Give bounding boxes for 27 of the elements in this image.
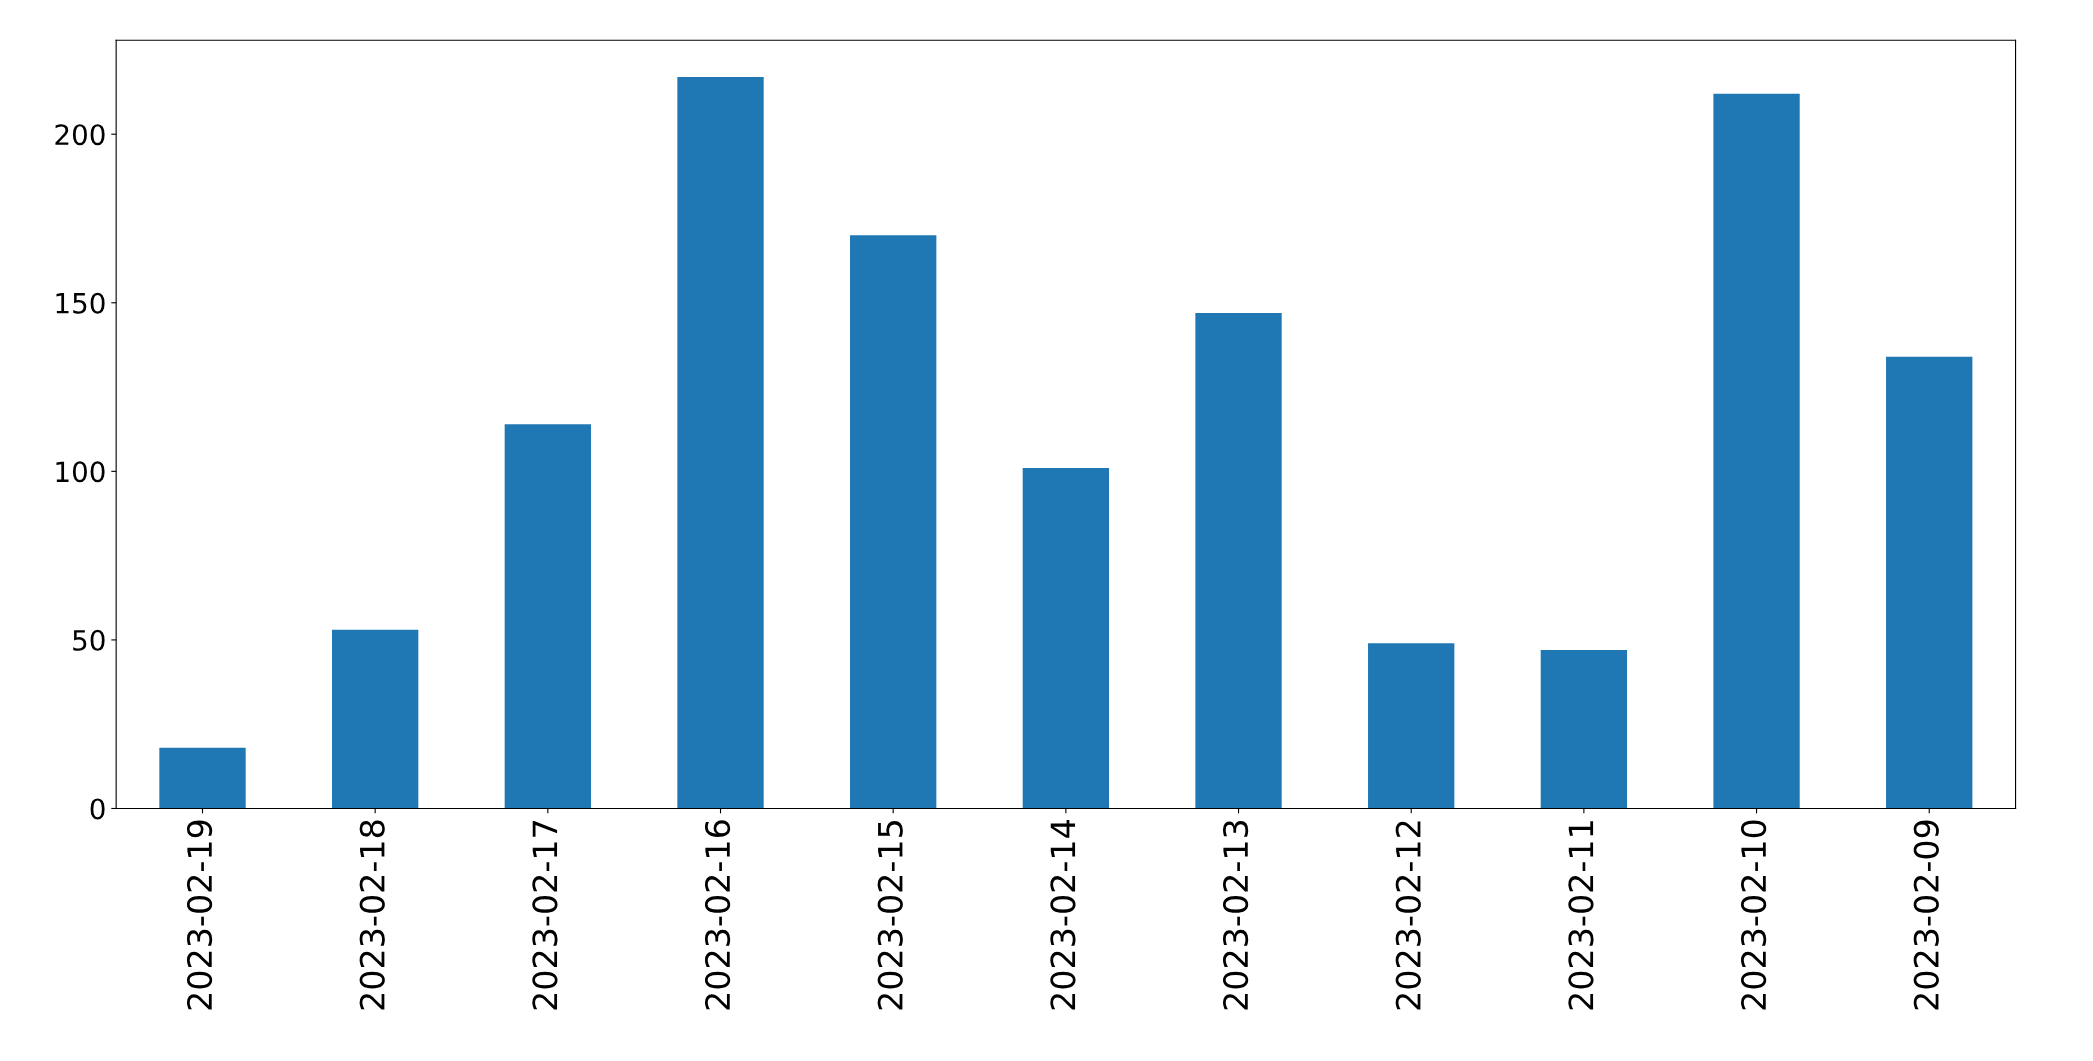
y-tick-label: 150 — [56, 292, 105, 314]
bar — [159, 747, 246, 809]
bar — [1195, 312, 1282, 809]
x-tick-label: 2023-02-16 — [704, 820, 731, 1010]
x-tick-label: 2023-02-19 — [186, 820, 213, 1010]
y-tick-label: 200 — [55, 124, 105, 146]
x-tick-label: 2023-02-11 — [1568, 821, 1594, 1010]
bar — [1886, 356, 1973, 809]
x-tick-label: 2023-02-10 — [1741, 820, 1767, 1010]
bar — [332, 629, 419, 809]
bar — [504, 424, 592, 809]
y-tick-label: 50 — [73, 629, 105, 651]
x-tick-label: 2023-02-18 — [359, 820, 385, 1010]
x-tick-label: 2023-02-15 — [877, 821, 903, 1010]
x-tick-label: 2023-02-12 — [1395, 821, 1421, 1010]
y-tick-label: 100 — [56, 461, 105, 483]
bar — [1713, 93, 1800, 809]
bar — [677, 76, 764, 809]
y-tick-label: 0 — [90, 798, 105, 820]
bar — [1368, 643, 1455, 809]
x-tick-label: 2023-02-17 — [532, 821, 558, 1010]
bar — [1540, 650, 1628, 809]
x-tick-label: 2023-02-14 — [1050, 820, 1076, 1010]
x-tick-label: 2023-02-09 — [1913, 820, 1939, 1010]
bar — [850, 235, 937, 809]
bar — [1022, 467, 1110, 809]
x-tick-label: 2023-02-13 — [1222, 820, 1249, 1010]
